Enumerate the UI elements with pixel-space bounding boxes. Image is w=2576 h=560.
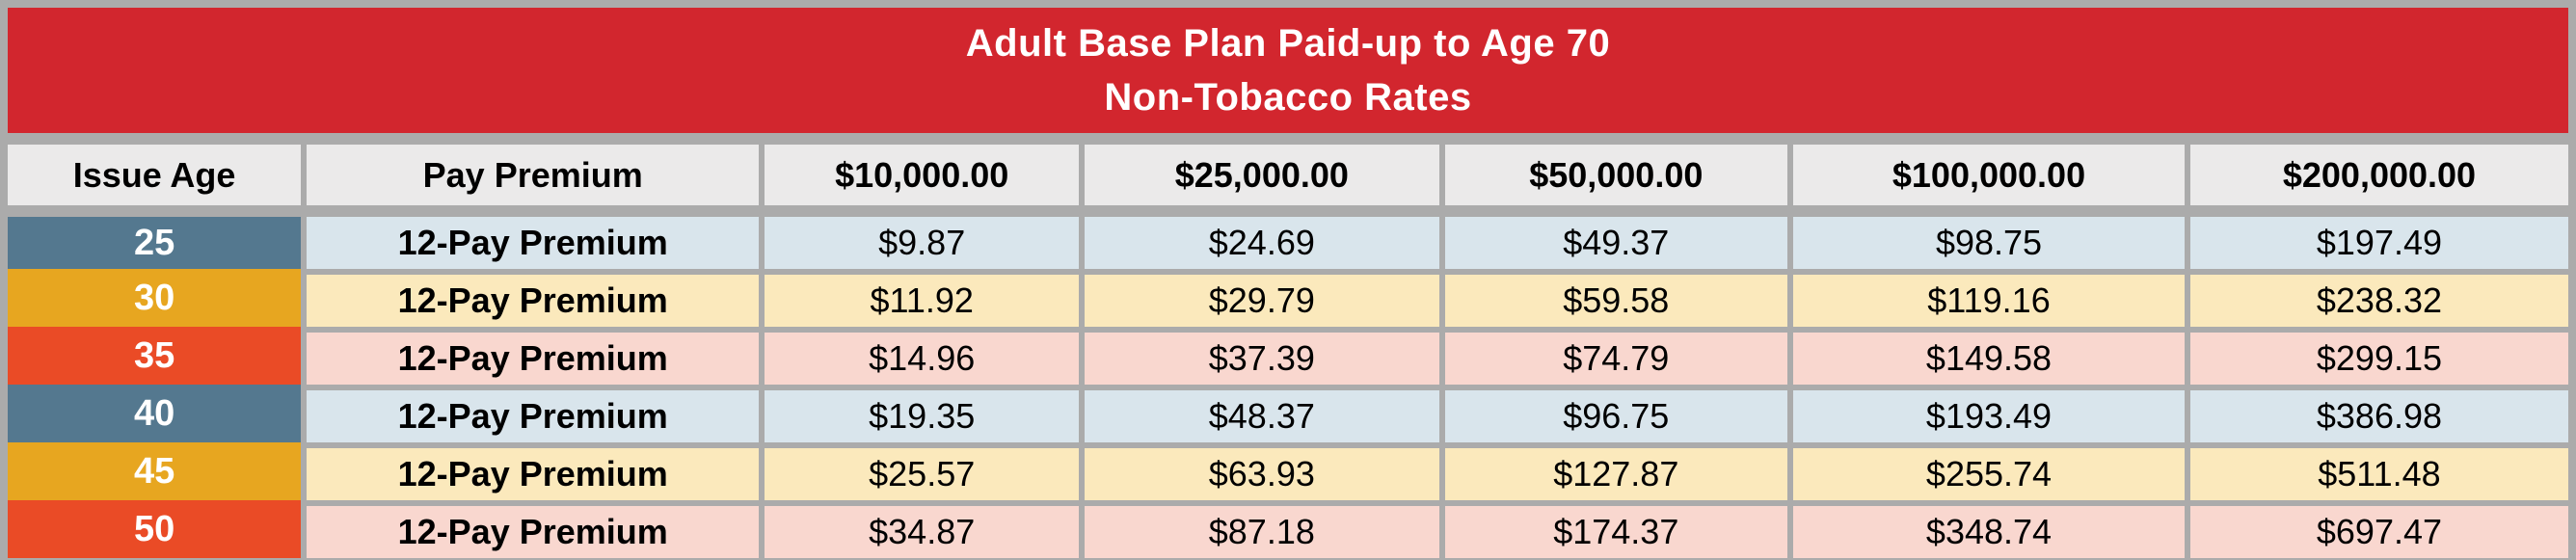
rate-cell: $9.87 xyxy=(765,205,1080,269)
age-cell: 40 xyxy=(8,385,302,442)
rate-cell: $348.74 xyxy=(1793,500,2185,558)
rate-cell: $87.18 xyxy=(1085,500,1439,558)
rate-cell: $14.96 xyxy=(765,327,1080,385)
rate-cell: $29.79 xyxy=(1085,269,1439,327)
rate-cell: $74.79 xyxy=(1444,327,1788,385)
rate-cell: $299.15 xyxy=(2189,327,2568,385)
rate-cell: $193.49 xyxy=(1793,385,2185,442)
age-cell: 30 xyxy=(8,269,302,327)
rate-cell: $63.93 xyxy=(1085,442,1439,500)
age-cell: 45 xyxy=(8,442,302,500)
column-header-25000: $25,000.00 xyxy=(1085,145,1439,205)
rate-cell: $24.69 xyxy=(1085,205,1439,269)
rate-table: Issue Age Pay Premium $10,000.00 $25,000… xyxy=(8,145,2568,558)
premium-type-cell: 12-Pay Premium xyxy=(307,500,760,558)
rate-cell: $386.98 xyxy=(2189,385,2568,442)
column-header-pay-premium: Pay Premium xyxy=(307,145,760,205)
table-title-line2: Non-Tobacco Rates xyxy=(1104,76,1472,119)
rate-cell: $59.58 xyxy=(1444,269,1788,327)
column-header-200000: $200,000.00 xyxy=(2189,145,2568,205)
rate-cell: $255.74 xyxy=(1793,442,2185,500)
column-header-100000: $100,000.00 xyxy=(1793,145,2185,205)
rate-cell: $511.48 xyxy=(2189,442,2568,500)
premium-type-cell: 12-Pay Premium xyxy=(307,327,760,385)
table-title-banner: Adult Base Plan Paid-up to Age 70 Non-To… xyxy=(8,8,2568,133)
table-title-line1: Adult Base Plan Paid-up to Age 70 xyxy=(965,22,1611,65)
rate-cell: $96.75 xyxy=(1444,385,1788,442)
age-cell: 35 xyxy=(8,327,302,385)
rate-cell: $697.47 xyxy=(2189,500,2568,558)
premium-type-cell: 12-Pay Premium xyxy=(307,205,760,269)
rate-cell: $119.16 xyxy=(1793,269,2185,327)
rate-cell: $49.37 xyxy=(1444,205,1788,269)
age-cell: 50 xyxy=(8,500,302,558)
column-header-10000: $10,000.00 xyxy=(765,145,1080,205)
age-cell: 25 xyxy=(8,205,302,269)
rate-cell: $174.37 xyxy=(1444,500,1788,558)
premium-type-cell: 12-Pay Premium xyxy=(307,385,760,442)
premium-type-cell: 12-Pay Premium xyxy=(307,269,760,327)
column-header-50000: $50,000.00 xyxy=(1444,145,1788,205)
premium-type-cell: 12-Pay Premium xyxy=(307,442,760,500)
rate-cell: $34.87 xyxy=(765,500,1080,558)
rate-cell: $19.35 xyxy=(765,385,1080,442)
rate-cell: $48.37 xyxy=(1085,385,1439,442)
rate-cell: $25.57 xyxy=(765,442,1080,500)
rate-cell: $197.49 xyxy=(2189,205,2568,269)
rate-cell: $238.32 xyxy=(2189,269,2568,327)
rate-cell: $98.75 xyxy=(1793,205,2185,269)
rate-cell: $37.39 xyxy=(1085,327,1439,385)
column-header-issue-age: Issue Age xyxy=(8,145,302,205)
rate-cell: $149.58 xyxy=(1793,327,2185,385)
rate-cell: $127.87 xyxy=(1444,442,1788,500)
rate-cell: $11.92 xyxy=(765,269,1080,327)
